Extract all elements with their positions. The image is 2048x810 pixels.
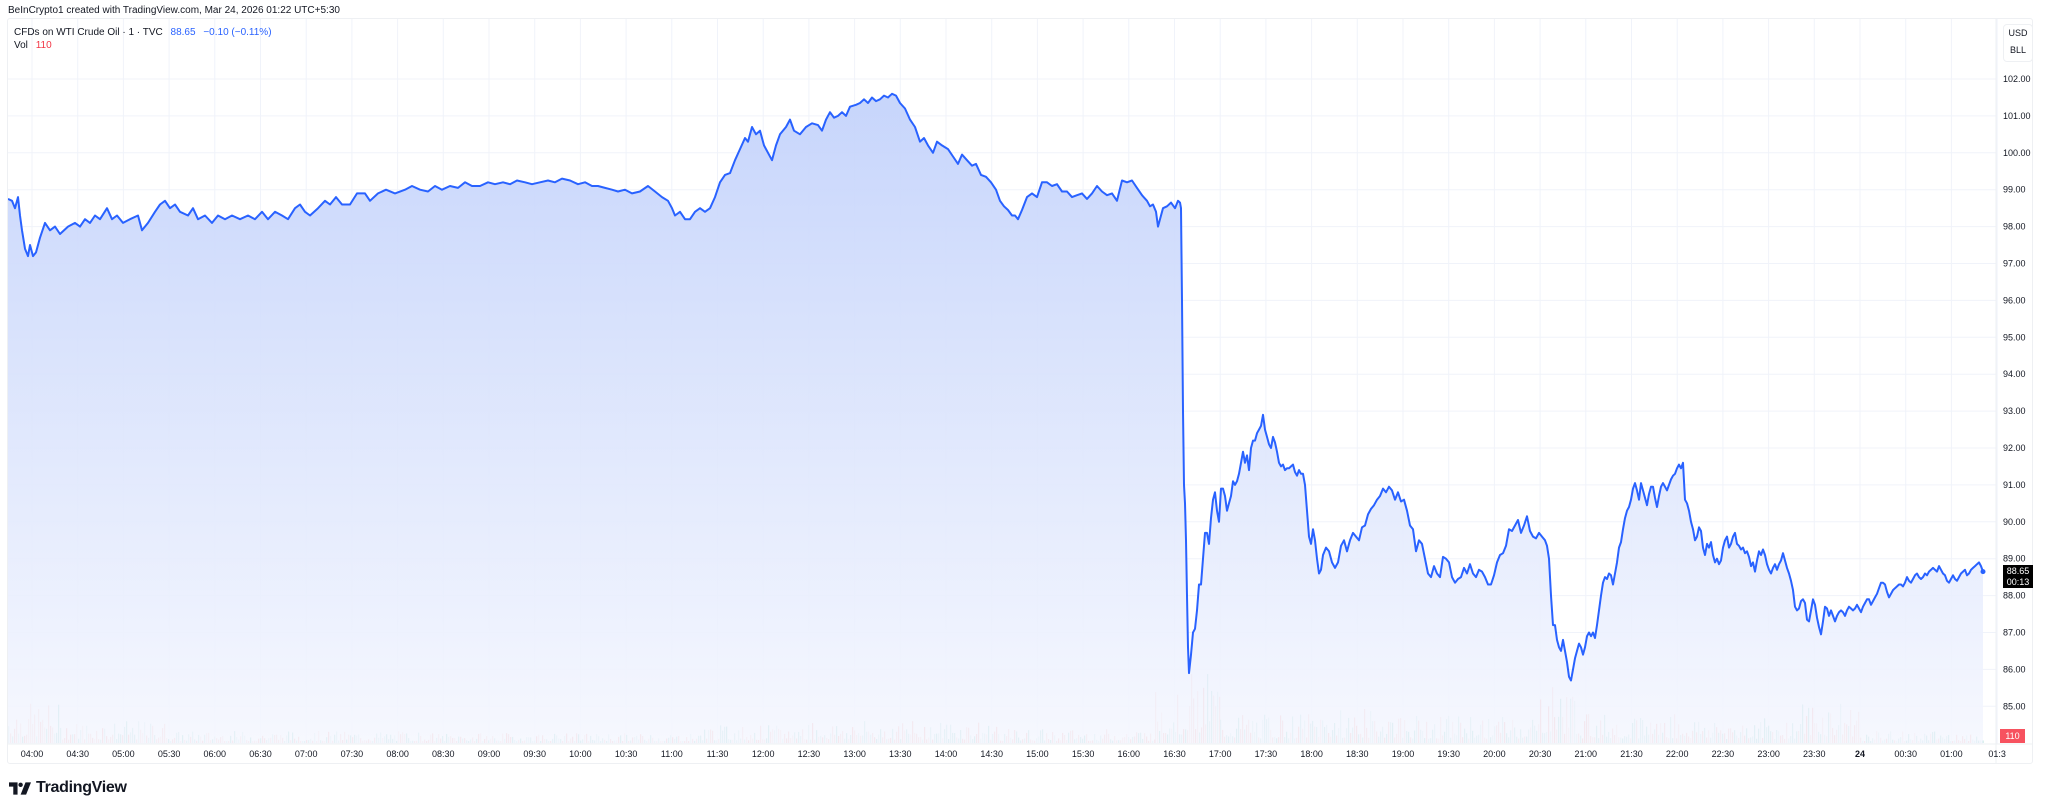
time-tick: 06:30 bbox=[249, 749, 272, 759]
time-tick: 07:00 bbox=[295, 749, 318, 759]
time-tick: 24 bbox=[1855, 749, 1865, 759]
tradingview-logo-text: TradingView bbox=[36, 779, 127, 796]
price-tick: 102.00 bbox=[2003, 74, 2031, 84]
time-tick: 09:30 bbox=[523, 749, 546, 759]
time-tick: 21:30 bbox=[1620, 749, 1643, 759]
price-tick: 95.00 bbox=[2003, 332, 2026, 342]
volume-value: 110 bbox=[35, 40, 52, 51]
symbol-title: CFDs on WTI Crude Oil · 1 · TVC bbox=[14, 27, 163, 38]
price-change: −0.10 (−0.11%) bbox=[203, 27, 272, 38]
price-tick: 101.00 bbox=[2003, 111, 2031, 121]
time-tick: 13:30 bbox=[889, 749, 912, 759]
time-tick: 16:30 bbox=[1163, 749, 1186, 759]
price-tick: 90.00 bbox=[2003, 517, 2026, 527]
time-tick: 09:00 bbox=[478, 749, 501, 759]
time-tick: 10:30 bbox=[615, 749, 638, 759]
time-tick: 13:00 bbox=[843, 749, 866, 759]
time-tick: 01:00 bbox=[1940, 749, 1963, 759]
time-tick: 12:00 bbox=[752, 749, 775, 759]
time-tick: 05:30 bbox=[158, 749, 181, 759]
tradingview-logo-icon bbox=[9, 781, 31, 795]
time-tick: 23:30 bbox=[1803, 749, 1826, 759]
price-line bbox=[8, 92, 1984, 682]
time-tick: 11:00 bbox=[661, 749, 683, 759]
time-tick: 20:30 bbox=[1529, 749, 1552, 759]
time-tick: 14:00 bbox=[935, 749, 958, 759]
time-tick: 18:30 bbox=[1346, 749, 1369, 759]
time-tick: 01:3 bbox=[1988, 749, 2006, 759]
time-tick: 08:30 bbox=[432, 749, 455, 759]
time-tick: 10:00 bbox=[569, 749, 592, 759]
price-axis[interactable]: 102.00 101.00 100.00 99.00 98.00 97.00 96.00 95… bbox=[2003, 74, 2031, 711]
time-tick: 08:00 bbox=[386, 749, 409, 759]
legend-symbol-row[interactable]: CFDs on WTI Crude Oil · 1 · TVC 88.65 −0… bbox=[14, 26, 272, 39]
bar-countdown: 00:13 bbox=[2006, 577, 2030, 587]
time-tick: 17:00 bbox=[1209, 749, 1232, 759]
chart-frame bbox=[7, 18, 2033, 764]
time-tick: 07:30 bbox=[341, 749, 364, 759]
time-tick: 20:00 bbox=[1483, 749, 1506, 759]
price-tick: 87.00 bbox=[2003, 628, 2026, 638]
time-tick: 23:00 bbox=[1757, 749, 1780, 759]
last-price-dot bbox=[1980, 569, 1986, 575]
time-tick: 05:00 bbox=[112, 749, 135, 759]
time-tick: 16:00 bbox=[1118, 749, 1141, 759]
volume-label: Vol bbox=[14, 40, 28, 51]
price-tick: 99.00 bbox=[2003, 185, 2026, 195]
price-tick: 94.00 bbox=[2003, 369, 2026, 379]
time-tick: 12:30 bbox=[798, 749, 821, 759]
current-volume-label: 110 bbox=[2000, 729, 2025, 743]
time-tick: 15:00 bbox=[1026, 749, 1049, 759]
currency-unit-selector[interactable]: USD BLL bbox=[2003, 24, 2033, 62]
price-tick: 88.00 bbox=[2003, 591, 2026, 601]
price-tick: 89.00 bbox=[2003, 554, 2026, 564]
price-tick: 97.00 bbox=[2003, 259, 2026, 269]
attribution-text: BeInCrypto1 created with TradingView.com… bbox=[8, 5, 340, 16]
price-tick: 98.00 bbox=[2003, 222, 2026, 232]
time-tick: 11:30 bbox=[707, 749, 729, 759]
tradingview-logo[interactable]: TradingView bbox=[9, 779, 127, 797]
time-tick: 14:30 bbox=[980, 749, 1003, 759]
time-tick: 19:00 bbox=[1392, 749, 1415, 759]
time-tick: 17:30 bbox=[1255, 749, 1278, 759]
time-axis[interactable]: 04:00 04:30 05:00 05:30 06:00 06:30 07:00 07:30… bbox=[21, 749, 2006, 759]
unit-label: BLL bbox=[2009, 45, 2026, 55]
current-price-value: 88.65 bbox=[2006, 566, 2030, 576]
price-tick: 92.00 bbox=[2003, 443, 2026, 453]
chart-legend: CFDs on WTI Crude Oil · 1 · TVC 88.65 −0… bbox=[14, 26, 272, 52]
price-tick: 100.00 bbox=[2003, 148, 2031, 158]
price-tick: 86.00 bbox=[2003, 664, 2026, 674]
last-price: 88.65 bbox=[170, 27, 196, 38]
price-area-fill bbox=[8, 93, 1983, 744]
time-tick: 15:30 bbox=[1072, 749, 1095, 759]
price-tick: 96.00 bbox=[2003, 295, 2026, 305]
time-tick: 00:30 bbox=[1894, 749, 1917, 759]
price-tick: 85.00 bbox=[2003, 701, 2026, 711]
price-tick: 93.00 bbox=[2003, 406, 2026, 416]
current-price-label: 88.65 00:13 bbox=[2003, 565, 2033, 588]
time-tick: 06:00 bbox=[204, 749, 227, 759]
time-tick: 22:00 bbox=[1666, 749, 1689, 759]
currency-label: USD bbox=[2008, 28, 2028, 38]
time-tick: 18:00 bbox=[1300, 749, 1323, 759]
time-tick: 21:00 bbox=[1575, 749, 1598, 759]
legend-volume-row[interactable]: Vol 110 bbox=[14, 39, 272, 52]
price-tick: 91.00 bbox=[2003, 480, 2026, 490]
time-tick: 04:00 bbox=[21, 749, 44, 759]
time-tick: 04:30 bbox=[66, 749, 89, 759]
time-tick: 19:30 bbox=[1437, 749, 1460, 759]
time-tick: 22:30 bbox=[1712, 749, 1735, 759]
